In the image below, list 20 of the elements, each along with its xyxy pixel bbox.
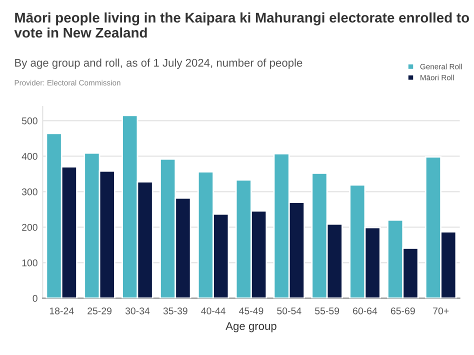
y-tick-label: 400: [22, 152, 38, 160]
x-tick-label: 50-54: [277, 307, 302, 314]
y-tick-label: 100: [22, 259, 38, 266]
y-tick-label: 300: [22, 188, 38, 196]
chart-subtitle: By age group and roll, as of 1 July 2024, number of people: [15, 58, 302, 69]
x-tick-label: 65-69: [390, 307, 415, 314]
x-tick-label: 35-39: [163, 307, 188, 314]
x-tick-label: 70+: [433, 307, 449, 314]
x-tick-label: 30-34: [125, 307, 150, 314]
x-axis-title: Age group: [226, 322, 276, 332]
chart-title: Māori people living in the Kaipara ki Mahurangi electorate enrolled to vote in New Zealand: [14, 12, 470, 38]
y-tick-label: 0: [32, 294, 38, 302]
x-tick-label: 45-49: [239, 307, 264, 314]
y-tick-label: 500: [22, 117, 38, 124]
x-tick-label: 55-59: [315, 307, 340, 314]
x-tick-label: 60-64: [353, 307, 378, 314]
x-tick-label: 25-29: [88, 307, 112, 314]
x-tick-label: 18-24: [50, 307, 74, 314]
x-tick-label: 40-44: [201, 307, 226, 314]
y-tick-label: 200: [22, 224, 38, 231]
